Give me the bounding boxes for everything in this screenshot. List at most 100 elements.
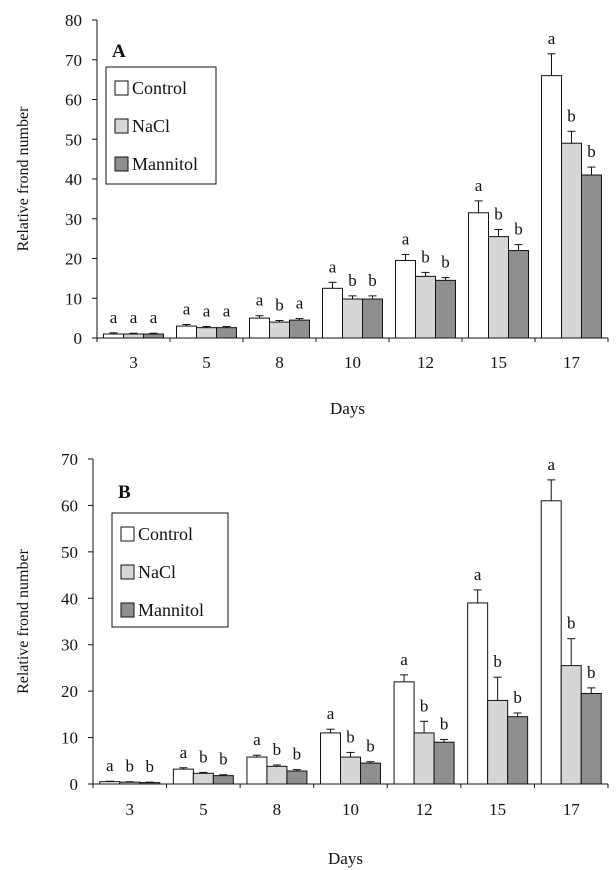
significance-letter: b (199, 747, 208, 766)
legend: Control NaCl Mannitol (105, 66, 217, 185)
significance-letter: b (567, 614, 576, 633)
bar (216, 327, 237, 339)
significance-letter: b (366, 737, 375, 756)
legend-swatch (120, 602, 135, 618)
significance-letter: b (420, 696, 429, 715)
y-tick-label: 80 (65, 11, 82, 30)
significance-letter: a (223, 301, 231, 320)
bar (123, 333, 144, 339)
legend-label: Mannitol (132, 154, 198, 174)
significance-letter: b (513, 688, 522, 707)
significance-letter: b (348, 271, 357, 290)
bar (561, 142, 582, 339)
bar (342, 298, 363, 339)
x-axis-label: Days (328, 849, 363, 868)
significance-letter: b (514, 220, 523, 239)
significance-letter: b (493, 652, 502, 671)
x-tick-label: 15 (490, 353, 507, 372)
significance-letter: b (440, 714, 449, 733)
y-axis-label: Relative frond number (15, 548, 32, 694)
bar (340, 756, 361, 785)
bar (393, 681, 415, 785)
significance-letter: b (275, 296, 284, 315)
bar (143, 333, 164, 339)
x-tick-label: 10 (342, 800, 359, 819)
legend-label: NaCl (132, 116, 170, 136)
bar (103, 333, 124, 339)
significance-letter: b (273, 740, 282, 759)
significance-letter: a (475, 176, 483, 195)
x-tick-label: 8 (275, 353, 284, 372)
bar (395, 259, 416, 339)
bar (560, 665, 582, 785)
significance-letter: b (219, 750, 228, 769)
bar (192, 772, 214, 785)
significance-letter: a (256, 291, 264, 310)
bar (289, 319, 310, 339)
significance-letter: a (400, 650, 408, 669)
x-tick-label: 3 (129, 353, 138, 372)
y-tick-label: 0 (70, 775, 79, 794)
legend-label: NaCl (138, 562, 176, 582)
y-axis-label: Relative frond number (15, 106, 32, 252)
y-tick-label: 70 (65, 51, 82, 70)
legend-swatch (114, 80, 129, 96)
significance-letter: a (548, 29, 556, 48)
bar (507, 716, 529, 785)
bar (266, 765, 288, 785)
bar (139, 782, 161, 785)
x-tick-label: 12 (416, 800, 433, 819)
legend-swatch (114, 156, 129, 172)
x-tick-label: 5 (202, 353, 211, 372)
significance-letter: b (126, 757, 135, 776)
bar (433, 741, 455, 785)
legend: Control NaCl Mannitol (111, 512, 229, 628)
y-tick-label: 20 (61, 682, 78, 701)
legend-label: Control (132, 78, 187, 98)
significance-letter: a (203, 301, 211, 320)
legend-swatch (120, 564, 135, 580)
bar (172, 768, 194, 785)
bar (487, 699, 509, 785)
y-tick-label: 40 (61, 589, 78, 608)
bar (362, 298, 383, 339)
y-tick-label: 30 (65, 210, 82, 229)
significance-letter: b (146, 757, 155, 776)
significance-letter: a (402, 230, 410, 249)
significance-letter: a (547, 455, 555, 474)
y-tick-label: 60 (61, 496, 78, 515)
bar (540, 500, 562, 785)
bar (435, 279, 456, 339)
significance-letter: b (346, 727, 355, 746)
legend-label: Control (138, 524, 193, 544)
y-tick-label: 20 (65, 250, 82, 269)
significance-letter: a (296, 294, 304, 313)
significance-letter: a (327, 704, 335, 723)
significance-letter: a (474, 565, 482, 584)
bar (119, 781, 141, 785)
significance-letter: a (180, 743, 188, 762)
x-tick-label: 17 (563, 353, 581, 372)
bar (176, 325, 197, 339)
significance-letter: b (421, 247, 430, 266)
bar (413, 732, 435, 785)
bar (467, 602, 489, 785)
significance-letter: b (567, 106, 576, 125)
y-tick-label: 50 (61, 543, 78, 562)
bar (322, 287, 343, 339)
significance-letter: b (587, 663, 596, 682)
panel-label: A (112, 41, 126, 62)
panel-label: B (118, 482, 131, 503)
significance-letter: b (587, 142, 596, 161)
x-tick-label: 15 (489, 800, 506, 819)
bar (541, 75, 562, 339)
significance-letter: b (293, 745, 302, 764)
significance-letter: a (183, 299, 191, 318)
bar (99, 781, 121, 785)
significance-letter: b (494, 204, 503, 223)
bar (508, 250, 529, 339)
significance-letter: b (368, 271, 377, 290)
significance-letter: a (130, 308, 138, 327)
significance-letter: b (441, 253, 450, 272)
